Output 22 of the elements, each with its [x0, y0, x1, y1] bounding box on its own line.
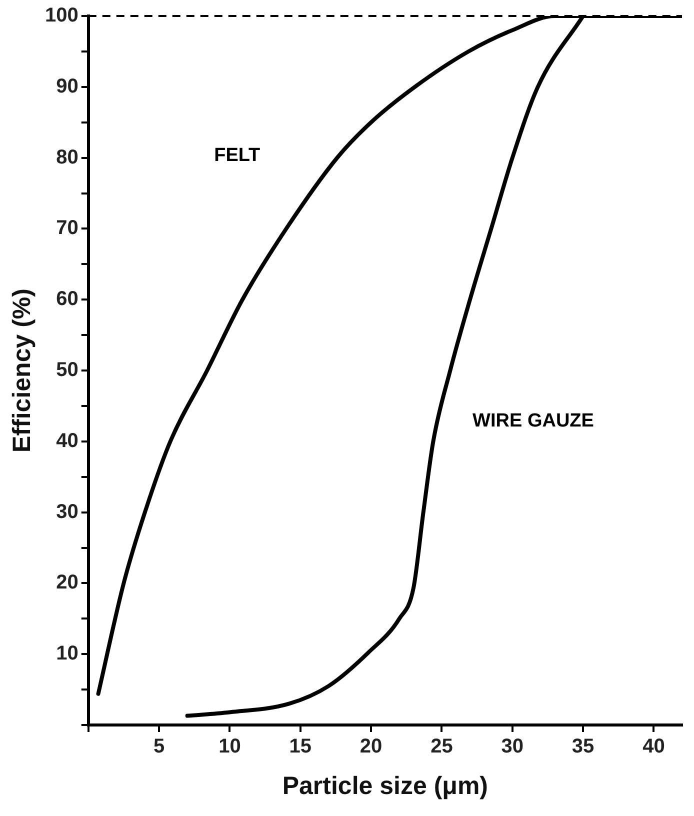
text: FELT — [214, 145, 261, 166]
x-tick-label: 15 — [289, 736, 312, 758]
y-tick-label: 20 — [56, 572, 78, 594]
x-tick-label: 35 — [572, 736, 594, 758]
y-tick-label: 90 — [56, 75, 78, 98]
y-tick-label: 80 — [56, 146, 78, 168]
x-tick-label: 20 — [360, 736, 382, 758]
x-tick-label: 5 — [153, 736, 165, 758]
y-axis-title: Efficiency (%) — [8, 288, 36, 452]
y-tick-label: 70 — [56, 217, 78, 240]
x-tick-label: 40 — [642, 736, 665, 758]
y-tick-label: 10 — [56, 642, 78, 665]
y-tick-label: 30 — [56, 500, 78, 523]
series-label: WIRE GAUZE — [472, 410, 594, 432]
x-tick-label: 25 — [430, 736, 453, 758]
y-tick-label: 60 — [56, 288, 78, 310]
x-axis-title: Particle size (μm) — [282, 772, 488, 800]
y-tick-label: 50 — [56, 359, 78, 382]
y-tick-label: 40 — [56, 430, 78, 452]
y-tick-label: 100 — [44, 4, 78, 27]
x-tick-label: 10 — [218, 736, 241, 758]
x-tick-label: 30 — [501, 736, 524, 758]
